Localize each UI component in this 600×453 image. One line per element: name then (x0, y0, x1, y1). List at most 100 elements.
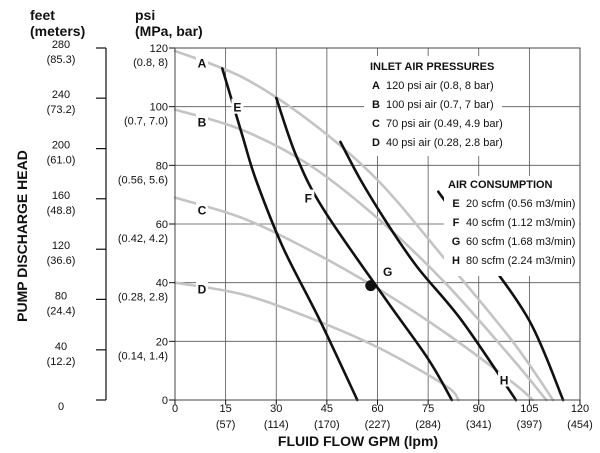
air-label-bg (381, 262, 394, 278)
meters-tick-label: (85.3) (47, 54, 76, 66)
legend-item-d: 40 psi air (0.28, 2.8 bar) (386, 137, 503, 149)
pressure-curve-label-a: A (198, 57, 207, 71)
legend-title: INLET AIR PRESSURES (370, 61, 494, 73)
operating-point (365, 280, 377, 292)
gpm-tick-label: 90 (473, 403, 485, 415)
legend-item-b: 100 psi air (0.7, 7 bar) (386, 99, 494, 111)
legend-key-f: F (453, 217, 460, 229)
feet-tick-label: 0 (58, 401, 64, 413)
feet-tick-label: 240 (52, 89, 70, 101)
legend-key-b: B (372, 99, 380, 111)
legend-title: AIR CONSUMPTION (448, 179, 553, 191)
meters-tick-label: (24.4) (47, 305, 76, 317)
legend-item-a: 120 psi air (0.8, 8 bar) (386, 80, 494, 92)
legend-item-g: 60 scfm (1.68 m3/min) (466, 236, 575, 248)
air-curve-label-g: G (383, 265, 392, 279)
pressure-label-bg (196, 201, 208, 217)
legend-background (364, 56, 502, 156)
pressure-curve-label-c: C (198, 203, 207, 217)
psi-tick-label: 100 (150, 102, 168, 114)
lpm-tick-label: (114) (264, 419, 289, 431)
mpa-bar-tick-label: (0.28, 2.8) (118, 292, 168, 304)
pressure-curve-a (173, 49, 555, 402)
meters-tick-label: (12.2) (47, 356, 76, 368)
psi-tick-label: 60 (156, 219, 168, 231)
legend-key-h: H (452, 255, 460, 267)
flow-axis: 0 15 (57) 30 (114) 45 (170) 60 (227) 75 (284) 90 (34… (172, 400, 593, 431)
pressure-label-bg (196, 54, 208, 70)
psi-tick-label: 20 (156, 336, 168, 348)
air-consumption-legend: AIR CONSUMPTION E 20 scfm (0.56 m3/min) F 40… (444, 176, 579, 276)
gpm-tick-label: 30 (270, 403, 282, 415)
meters-tick-label: (48.8) (47, 205, 76, 217)
feet-tick-label: 200 (52, 140, 70, 152)
legend-item-f: 40 scfm (1.12 m3/min) (466, 217, 575, 229)
gpm-tick-label: 60 (371, 403, 383, 415)
gpm-tick-label: 45 (321, 403, 333, 415)
air-curve-label-f: F (305, 192, 312, 206)
pressure-curve-label-d: D (198, 283, 207, 297)
lpm-tick-label: (57) (216, 419, 236, 431)
inlet-pressure-legend: INLET AIR PRESSURES A 120 psi air (0.8, 8 … (364, 56, 503, 156)
mpa-bar-unit-label: (MPa, bar) (135, 23, 203, 39)
legend-key-e: E (452, 198, 459, 210)
air-label-bg (231, 98, 244, 114)
lpm-tick-label: (454) (567, 419, 593, 431)
pressure-label-bg (196, 113, 208, 129)
feet-tick-label: 280 (52, 39, 70, 51)
feet-tick-label: 120 (52, 240, 70, 252)
gpm-tick-label: 15 (220, 403, 232, 415)
legend-item-e: 20 scfm (0.56 m3/min) (466, 198, 575, 210)
mpa-bar-tick-label: (0.7, 7.0) (124, 116, 168, 128)
psi-axis: 120 (0.8, 8) 100 (0.7, 7.0) 80 (0.56, 5.6) 60 (… (118, 43, 175, 407)
operating-point-marker (365, 280, 377, 292)
psi-unit-label: psi (135, 7, 155, 23)
legend-item-h: 80 scfm (2.24 m3/min) (466, 255, 575, 267)
lpm-tick-label: (284) (415, 419, 441, 431)
air-curve-label-h: H (500, 373, 509, 387)
gpm-tick-label: 75 (422, 403, 434, 415)
air-curve-e (221, 67, 359, 402)
pressure-curve-label-b: B (198, 115, 207, 129)
lpm-tick-label: (227) (365, 419, 391, 431)
feet-tick-label: 40 (55, 341, 67, 353)
mpa-bar-tick-label: (0.42, 4.2) (118, 233, 168, 245)
legend-key-d: D (372, 137, 380, 149)
air-curve-g (339, 140, 518, 402)
meters-unit-label: (meters) (30, 23, 85, 39)
mpa-bar-tick-label: (0.56, 5.6) (118, 174, 168, 186)
feet-tick-label: 80 (55, 290, 67, 302)
mpa-bar-tick-label: (0.8, 8) (133, 57, 168, 69)
meters-tick-label: (73.2) (47, 104, 76, 116)
feet-axis: 280 (85.3) 240 (73.2) 200 (61.0) 160 (48.8) 120 (… (47, 39, 106, 413)
pressure-label-bg (196, 280, 208, 296)
mpa-bar-tick-label: (0.14, 1.4) (118, 350, 168, 362)
lpm-tick-label: (397) (517, 419, 543, 431)
gpm-tick-label: 120 (571, 403, 589, 415)
air-curve-f (275, 96, 454, 402)
legend-key-g: G (452, 236, 461, 248)
feet-tick-label: 160 (52, 190, 70, 202)
air-curve-label-e: E (233, 101, 241, 115)
air-label-bg (302, 189, 315, 205)
lpm-tick-label: (341) (466, 419, 492, 431)
legend-background (444, 176, 579, 276)
legend-key-c: C (372, 118, 380, 130)
meters-tick-label: (36.6) (47, 255, 76, 267)
psi-tick-label: 80 (156, 160, 168, 172)
gpm-tick-label: 105 (520, 403, 538, 415)
legend-item-c: 70 psi air (0.49, 4.9 bar) (386, 118, 503, 130)
air-label-bg (498, 371, 511, 387)
psi-tick-label: 0 (162, 395, 168, 407)
psi-tick-label: 40 (156, 278, 168, 290)
meters-tick-label: (61.0) (47, 155, 76, 167)
x-axis-title: FLUID FLOW GPM (lpm) (278, 433, 438, 449)
pressure-curve-b (173, 108, 548, 402)
legend-key-a: A (372, 80, 380, 92)
feet-unit-label: feet (30, 7, 55, 23)
y-axis-title: PUMP DISCHARGE HEAD (14, 150, 30, 322)
lpm-tick-label: (170) (314, 419, 340, 431)
